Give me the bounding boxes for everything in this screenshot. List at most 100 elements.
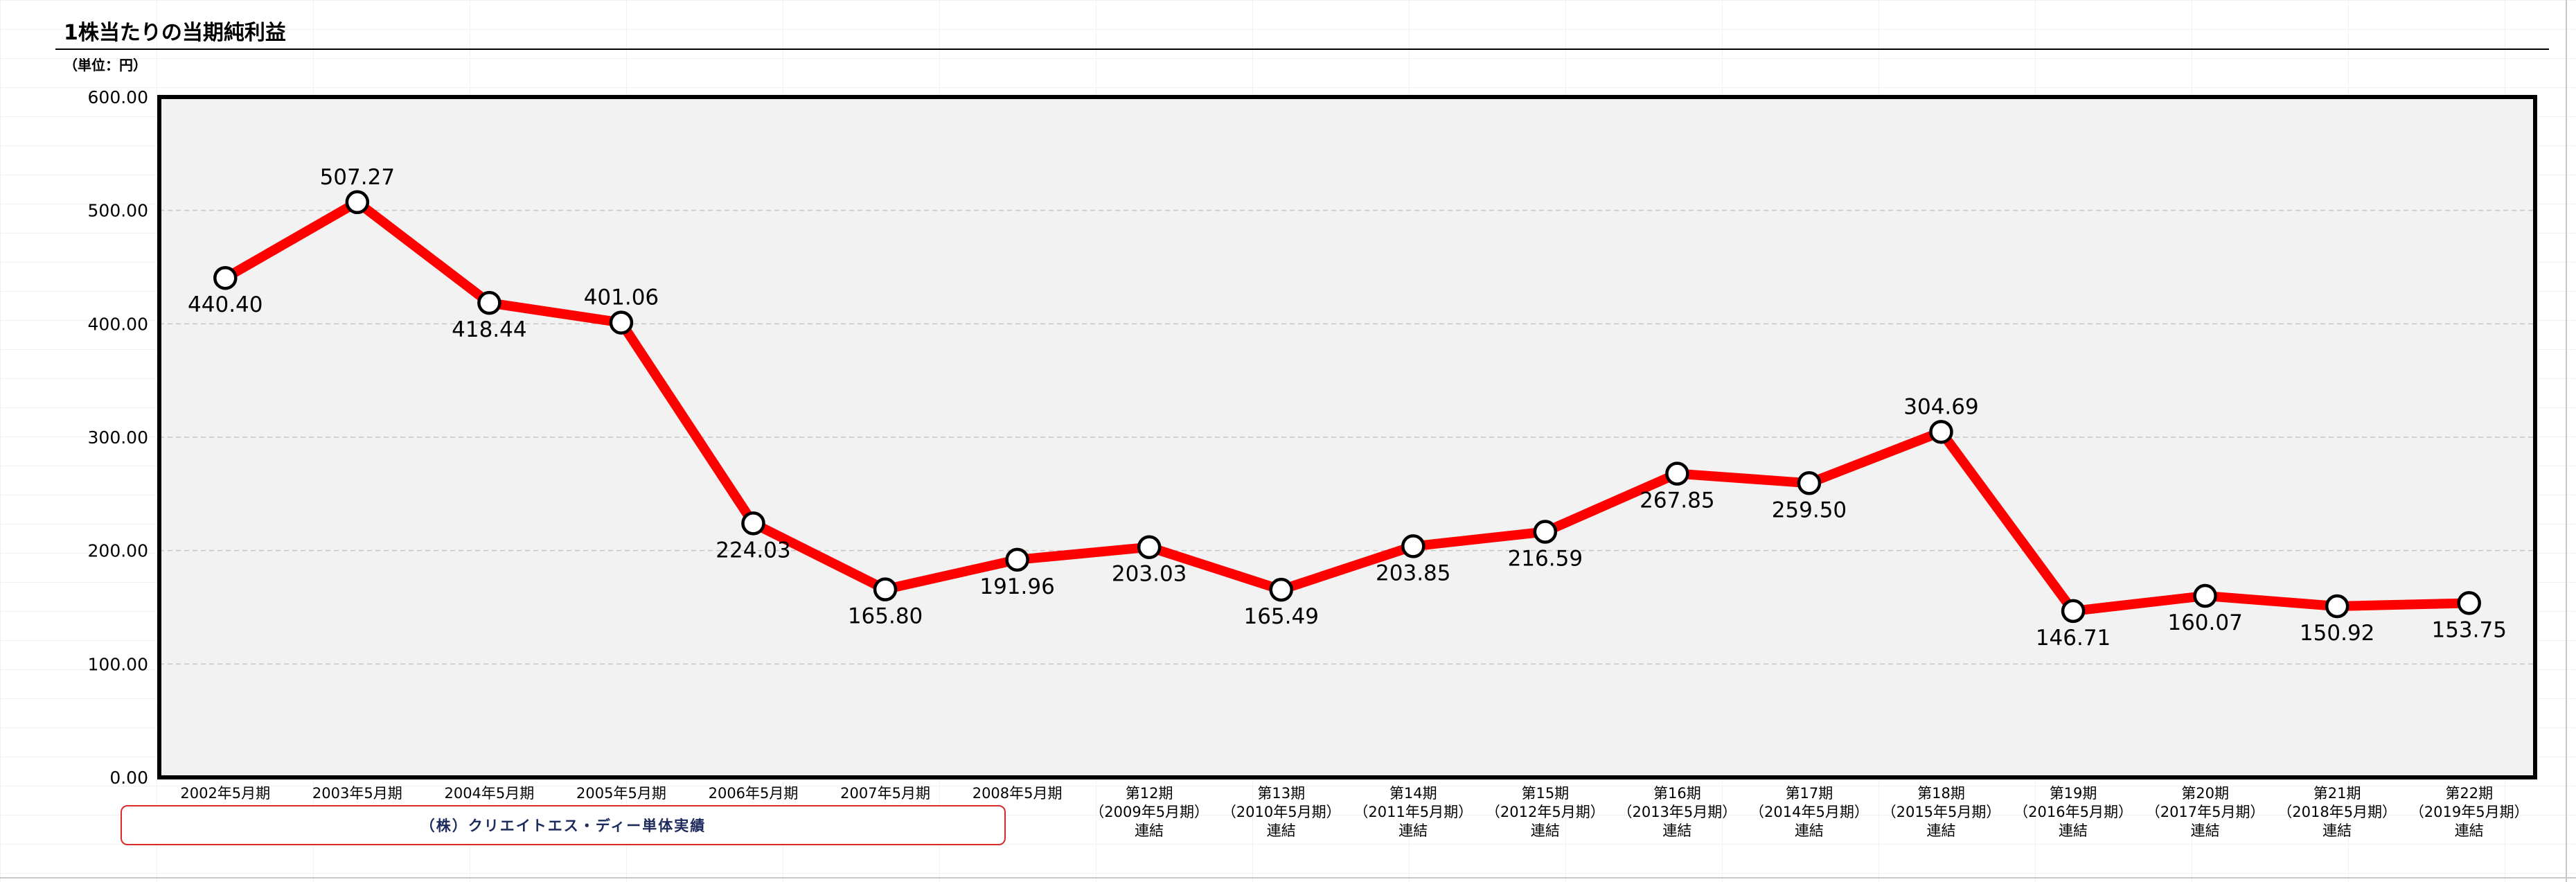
- data-point: [741, 511, 765, 536]
- x-category-label: 第13期 （2010年5月期） 連結: [1222, 785, 1341, 839]
- data-point: [609, 310, 634, 335]
- data-point: [1533, 520, 1558, 544]
- x-category-label: 2006年5月期: [709, 785, 799, 802]
- plot-area: [159, 97, 2535, 777]
- series-line: [220, 197, 2474, 616]
- gridlines: [159, 209, 2535, 665]
- x-category-label: 2004年5月期: [444, 785, 534, 802]
- standalone-results-note: （株）クリエイトエス・ディー単体実績: [121, 805, 1006, 845]
- y-tick-label: 500.00: [88, 201, 148, 221]
- data-label: 203.03: [1112, 562, 1187, 587]
- x-tick-label: 第20期: [2181, 785, 2229, 802]
- x-axis: 2002年5月期 2003年5月期 2004年5月期 2005年5月期 2006年5月期…: [180, 785, 2528, 839]
- data-label: 259.50: [1772, 497, 1847, 522]
- data-point: [2325, 594, 2350, 619]
- x-category-label: 2007年5月期: [840, 785, 930, 802]
- x-tick-label: 2006年5月期: [709, 785, 799, 802]
- x-tick-label: 第15期: [1521, 785, 1569, 802]
- data-point: [2193, 583, 2217, 608]
- x-tick-label: 連結: [1662, 822, 1691, 839]
- x-tick-label: 連結: [1135, 822, 1164, 839]
- x-tick-label: （2015年5月期）: [1882, 804, 2001, 820]
- x-tick-label: （2018年5月期）: [2277, 804, 2397, 820]
- x-tick-label: 連結: [1531, 822, 1560, 839]
- data-point: [2061, 599, 2086, 624]
- x-tick-label: 連結: [2455, 822, 2484, 839]
- data-point: [1401, 534, 1425, 558]
- x-tick-label: （2009年5月期）: [1090, 804, 1209, 820]
- x-tick-label: 2002年5月期: [180, 785, 270, 802]
- x-tick-label: （2017年5月期）: [2146, 804, 2265, 820]
- data-point: [2457, 591, 2481, 615]
- x-tick-label: 第16期: [1653, 785, 1701, 802]
- data-label: 146.71: [2036, 626, 2111, 651]
- x-tick-label: （2012年5月期）: [1486, 804, 1605, 820]
- data-label: 440.40: [188, 292, 263, 317]
- y-axis: 0.00 100.00 200.00 300.00 400.00 500.00 600.00: [88, 87, 148, 788]
- x-tick-label: 連結: [2191, 822, 2220, 839]
- x-tick-label: （2014年5月期）: [1750, 804, 1869, 820]
- data-label: 224.03: [716, 538, 790, 563]
- data-label: 160.07: [2167, 610, 2242, 635]
- x-category-label: 2002年5月期: [180, 785, 270, 802]
- x-category-label: 第15期 （2012年5月期） 連結: [1486, 785, 1605, 839]
- x-category-label: 第19期 （2016年5月期） 連結: [2014, 785, 2133, 839]
- x-tick-label: 第19期: [2050, 785, 2097, 802]
- y-tick-label: 400.00: [88, 314, 148, 334]
- data-label: 203.85: [1376, 561, 1450, 585]
- y-tick-label: 200.00: [88, 541, 148, 561]
- y-tick-label: 0.00: [109, 768, 148, 788]
- data-point: [1005, 547, 1029, 572]
- y-tick-label: 600.00: [88, 87, 148, 107]
- x-tick-label: （2016年5月期）: [2014, 804, 2133, 820]
- data-markers: [213, 190, 2481, 624]
- x-category-label: 第14期 （2011年5月期） 連結: [1353, 785, 1473, 839]
- data-label: 418.44: [452, 317, 526, 342]
- x-tick-label: 2008年5月期: [972, 785, 1063, 802]
- x-tick-label: 第21期: [2313, 785, 2361, 802]
- x-category-label: 第22期 （2019年5月期） 連結: [2410, 785, 2529, 839]
- x-category-label: 2003年5月期: [312, 785, 402, 802]
- x-tick-label: 2004年5月期: [444, 785, 534, 802]
- x-tick-label: 第13期: [1257, 785, 1305, 802]
- x-tick-label: 連結: [2059, 822, 2088, 839]
- data-point: [1929, 420, 1953, 444]
- x-tick-label: （2013年5月期）: [1617, 804, 1736, 820]
- x-tick-label: （2011年5月期）: [1353, 804, 1473, 820]
- x-tick-label: 連結: [1398, 822, 1428, 839]
- x-tick-label: 第12期: [1126, 785, 1173, 802]
- y-tick-label: 100.00: [88, 654, 148, 674]
- data-point: [345, 190, 370, 215]
- x-tick-label: 2003年5月期: [312, 785, 402, 802]
- data-point: [1137, 535, 1162, 559]
- x-category-label: 2008年5月期: [972, 785, 1063, 802]
- data-label: 165.80: [848, 604, 923, 629]
- x-category-label: 第16期 （2013年5月期） 連結: [1617, 785, 1736, 839]
- data-label: 150.92: [2300, 621, 2374, 646]
- x-category-label: 第12期 （2009年5月期） 連結: [1090, 785, 1209, 839]
- sheet-border-right: [2566, 0, 2567, 882]
- x-category-label: 第18期 （2015年5月期） 連結: [1882, 785, 2001, 839]
- data-point: [873, 577, 898, 601]
- data-label: 165.49: [1243, 604, 1318, 629]
- x-tick-label: 第18期: [1917, 785, 1965, 802]
- plot-frame: [157, 95, 2537, 779]
- x-tick-label: 連結: [1267, 822, 1296, 839]
- x-tick-label: 2007年5月期: [840, 785, 930, 802]
- data-label: 153.75: [2431, 617, 2506, 642]
- x-category-label: 第17期 （2014年5月期） 連結: [1750, 785, 1869, 839]
- data-labels: 440.40 507.27 418.44 401.06 224.03 165.80 191.…: [188, 165, 2507, 651]
- x-category-label: 2005年5月期: [576, 785, 666, 802]
- data-point: [1797, 471, 1822, 495]
- sheet-border-bottom: [0, 877, 2576, 879]
- x-tick-label: 2005年5月期: [576, 785, 666, 802]
- x-tick-label: 第17期: [1786, 785, 1833, 802]
- data-point: [213, 265, 238, 290]
- x-category-label: 第20期 （2017年5月期） 連結: [2146, 785, 2265, 839]
- x-tick-label: 第22期: [2445, 785, 2493, 802]
- x-tick-label: （2010年5月期）: [1222, 804, 1341, 820]
- data-point: [1665, 461, 1689, 486]
- data-label: 304.69: [1903, 394, 1978, 419]
- data-label: 191.96: [979, 574, 1054, 599]
